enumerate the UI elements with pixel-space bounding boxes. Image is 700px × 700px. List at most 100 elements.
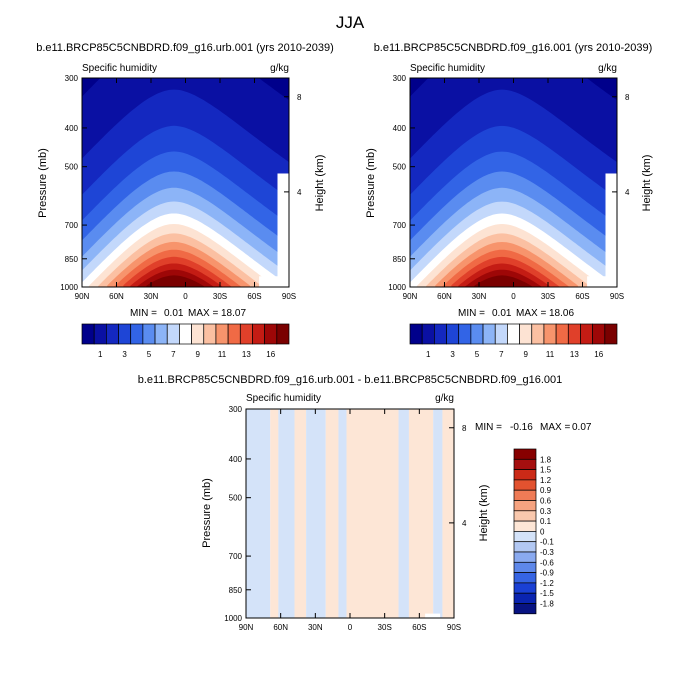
colorbar-box (227, 323, 241, 345)
colorbar-box (482, 323, 496, 345)
colorbar-box (513, 469, 537, 481)
height-tick-label: 4 (297, 188, 302, 197)
colorbar-label: -1.2 (540, 579, 554, 588)
colorbar-label: -0.3 (540, 548, 554, 557)
colorbar-label: 1 (98, 350, 103, 359)
colorbar-box (519, 323, 533, 345)
x-tick-label: 90N (403, 292, 418, 301)
colorbar-label: -1.5 (540, 589, 554, 598)
colorbar-box (252, 323, 265, 345)
y-tick-label: 1000 (60, 283, 78, 292)
colorbar-box (513, 510, 537, 522)
x-tick-label: 30S (541, 292, 555, 301)
colorbar-box (513, 572, 537, 584)
x-tick-label: 30N (472, 292, 487, 301)
x-tick-label: 90N (239, 623, 254, 632)
x-tick-label: 60N (273, 623, 288, 632)
x-tick-label: 60S (412, 623, 426, 632)
colorbar-box (179, 323, 192, 345)
left-left-string: Specific humidity (82, 63, 157, 74)
colorbar-box (142, 323, 156, 345)
value-band (306, 409, 326, 618)
colorbar-label: 5 (147, 350, 152, 359)
colorbar-label: 5 (475, 350, 480, 359)
colorbar-label: 13 (242, 350, 251, 359)
colorbar-box (276, 323, 290, 345)
value-band (246, 409, 271, 618)
colorbar-label: 7 (499, 350, 504, 359)
y-tick-label: 700 (393, 221, 407, 230)
x-tick-label: 90S (610, 292, 624, 301)
colorbar-box (106, 323, 119, 345)
x-tick-label: 60S (247, 292, 261, 301)
colorbar-box (81, 323, 95, 345)
y-tick-label: 850 (65, 255, 79, 264)
y-tick-label: 500 (229, 494, 243, 503)
left-ylabel: Pressure (mb) (37, 148, 49, 218)
terrain-mask (425, 613, 441, 618)
colorbar-label: 16 (594, 350, 603, 359)
x-tick-label: 60S (575, 292, 589, 301)
colorbar-box (513, 500, 537, 512)
terrain-mask (605, 173, 617, 287)
value-band (278, 409, 295, 618)
colorbar-label: 11 (546, 350, 555, 359)
y-tick-label: 850 (393, 255, 407, 264)
colorbar-box (118, 323, 132, 345)
colorbar-box (580, 323, 593, 345)
diff-left-string: Specific humidity (246, 393, 321, 404)
y-tick-label: 400 (229, 455, 243, 464)
diff-contour-field (246, 409, 454, 618)
colorbar-box (434, 323, 447, 345)
diff-colorbar: 1.81.51.20.90.60.30.10-0.1-0.3-0.6-0.9-1… (513, 448, 554, 615)
right-panel: b.e11.BRCP85C5CNBDRD.f09_g16.001 (yrs 20… (365, 42, 653, 359)
colorbar-box (513, 531, 537, 543)
page-title: JJA (336, 13, 365, 32)
left-ylabel-right: Height (km) (314, 155, 326, 212)
colorbar-box (513, 561, 537, 573)
diff-max-label: MAX = (540, 422, 570, 433)
value-band (325, 409, 339, 618)
colorbar-label: -0.1 (540, 538, 554, 547)
y-tick-label: 400 (393, 124, 407, 133)
left-title: b.e11.BRCP85C5CNBDRD.f09_g16.urb.001 (yr… (36, 42, 334, 54)
colorbar-box (543, 323, 557, 345)
colorbar-label: 0.1 (540, 517, 552, 526)
value-band (442, 409, 454, 618)
diff-ylabel-right: Height (km) (478, 485, 490, 542)
x-tick-label: 30N (308, 623, 323, 632)
colorbar-label: 1.2 (540, 476, 552, 485)
colorbar-label: 0.3 (540, 507, 552, 516)
height-tick-label: 4 (625, 188, 630, 197)
right-title: b.e11.BRCP85C5CNBDRD.f09_g16.001 (yrs 20… (374, 42, 653, 54)
right-max-value: 18.06 (549, 308, 574, 319)
y-tick-label: 850 (229, 586, 243, 595)
colorbar-label: 0 (540, 527, 545, 536)
colorbar-box (154, 323, 168, 345)
diff-max-value: 0.07 (572, 422, 592, 433)
colorbar-box (409, 323, 423, 345)
right-ylabel: Pressure (mb) (365, 148, 377, 218)
colorbar-box (513, 603, 537, 615)
x-tick-label: 0 (183, 292, 188, 301)
x-tick-label: 30N (144, 292, 159, 301)
y-tick-label: 300 (65, 74, 79, 83)
colorbar-box (130, 323, 144, 345)
colorbar-label: -0.6 (540, 558, 554, 567)
colorbar-label: 13 (570, 350, 579, 359)
height-tick-label: 4 (462, 519, 467, 528)
left-max-value: 18.07 (221, 308, 246, 319)
left-axes: 90N 60N 30N 0 30S 60S 90S 300 400 500 700 850 1000 8 4 (60, 74, 302, 301)
colorbar-box (470, 323, 484, 345)
colorbar-box (592, 323, 606, 345)
colorbar-box (191, 323, 205, 345)
colorbar-box (567, 323, 581, 345)
colorbar-label: 0.6 (540, 497, 552, 506)
right-units: g/kg (598, 63, 617, 74)
x-tick-label: 90N (75, 292, 90, 301)
colorbar-label: 3 (450, 350, 455, 359)
value-band (398, 409, 409, 618)
left-contour-field (82, 78, 289, 287)
colorbar-label: 16 (266, 350, 275, 359)
